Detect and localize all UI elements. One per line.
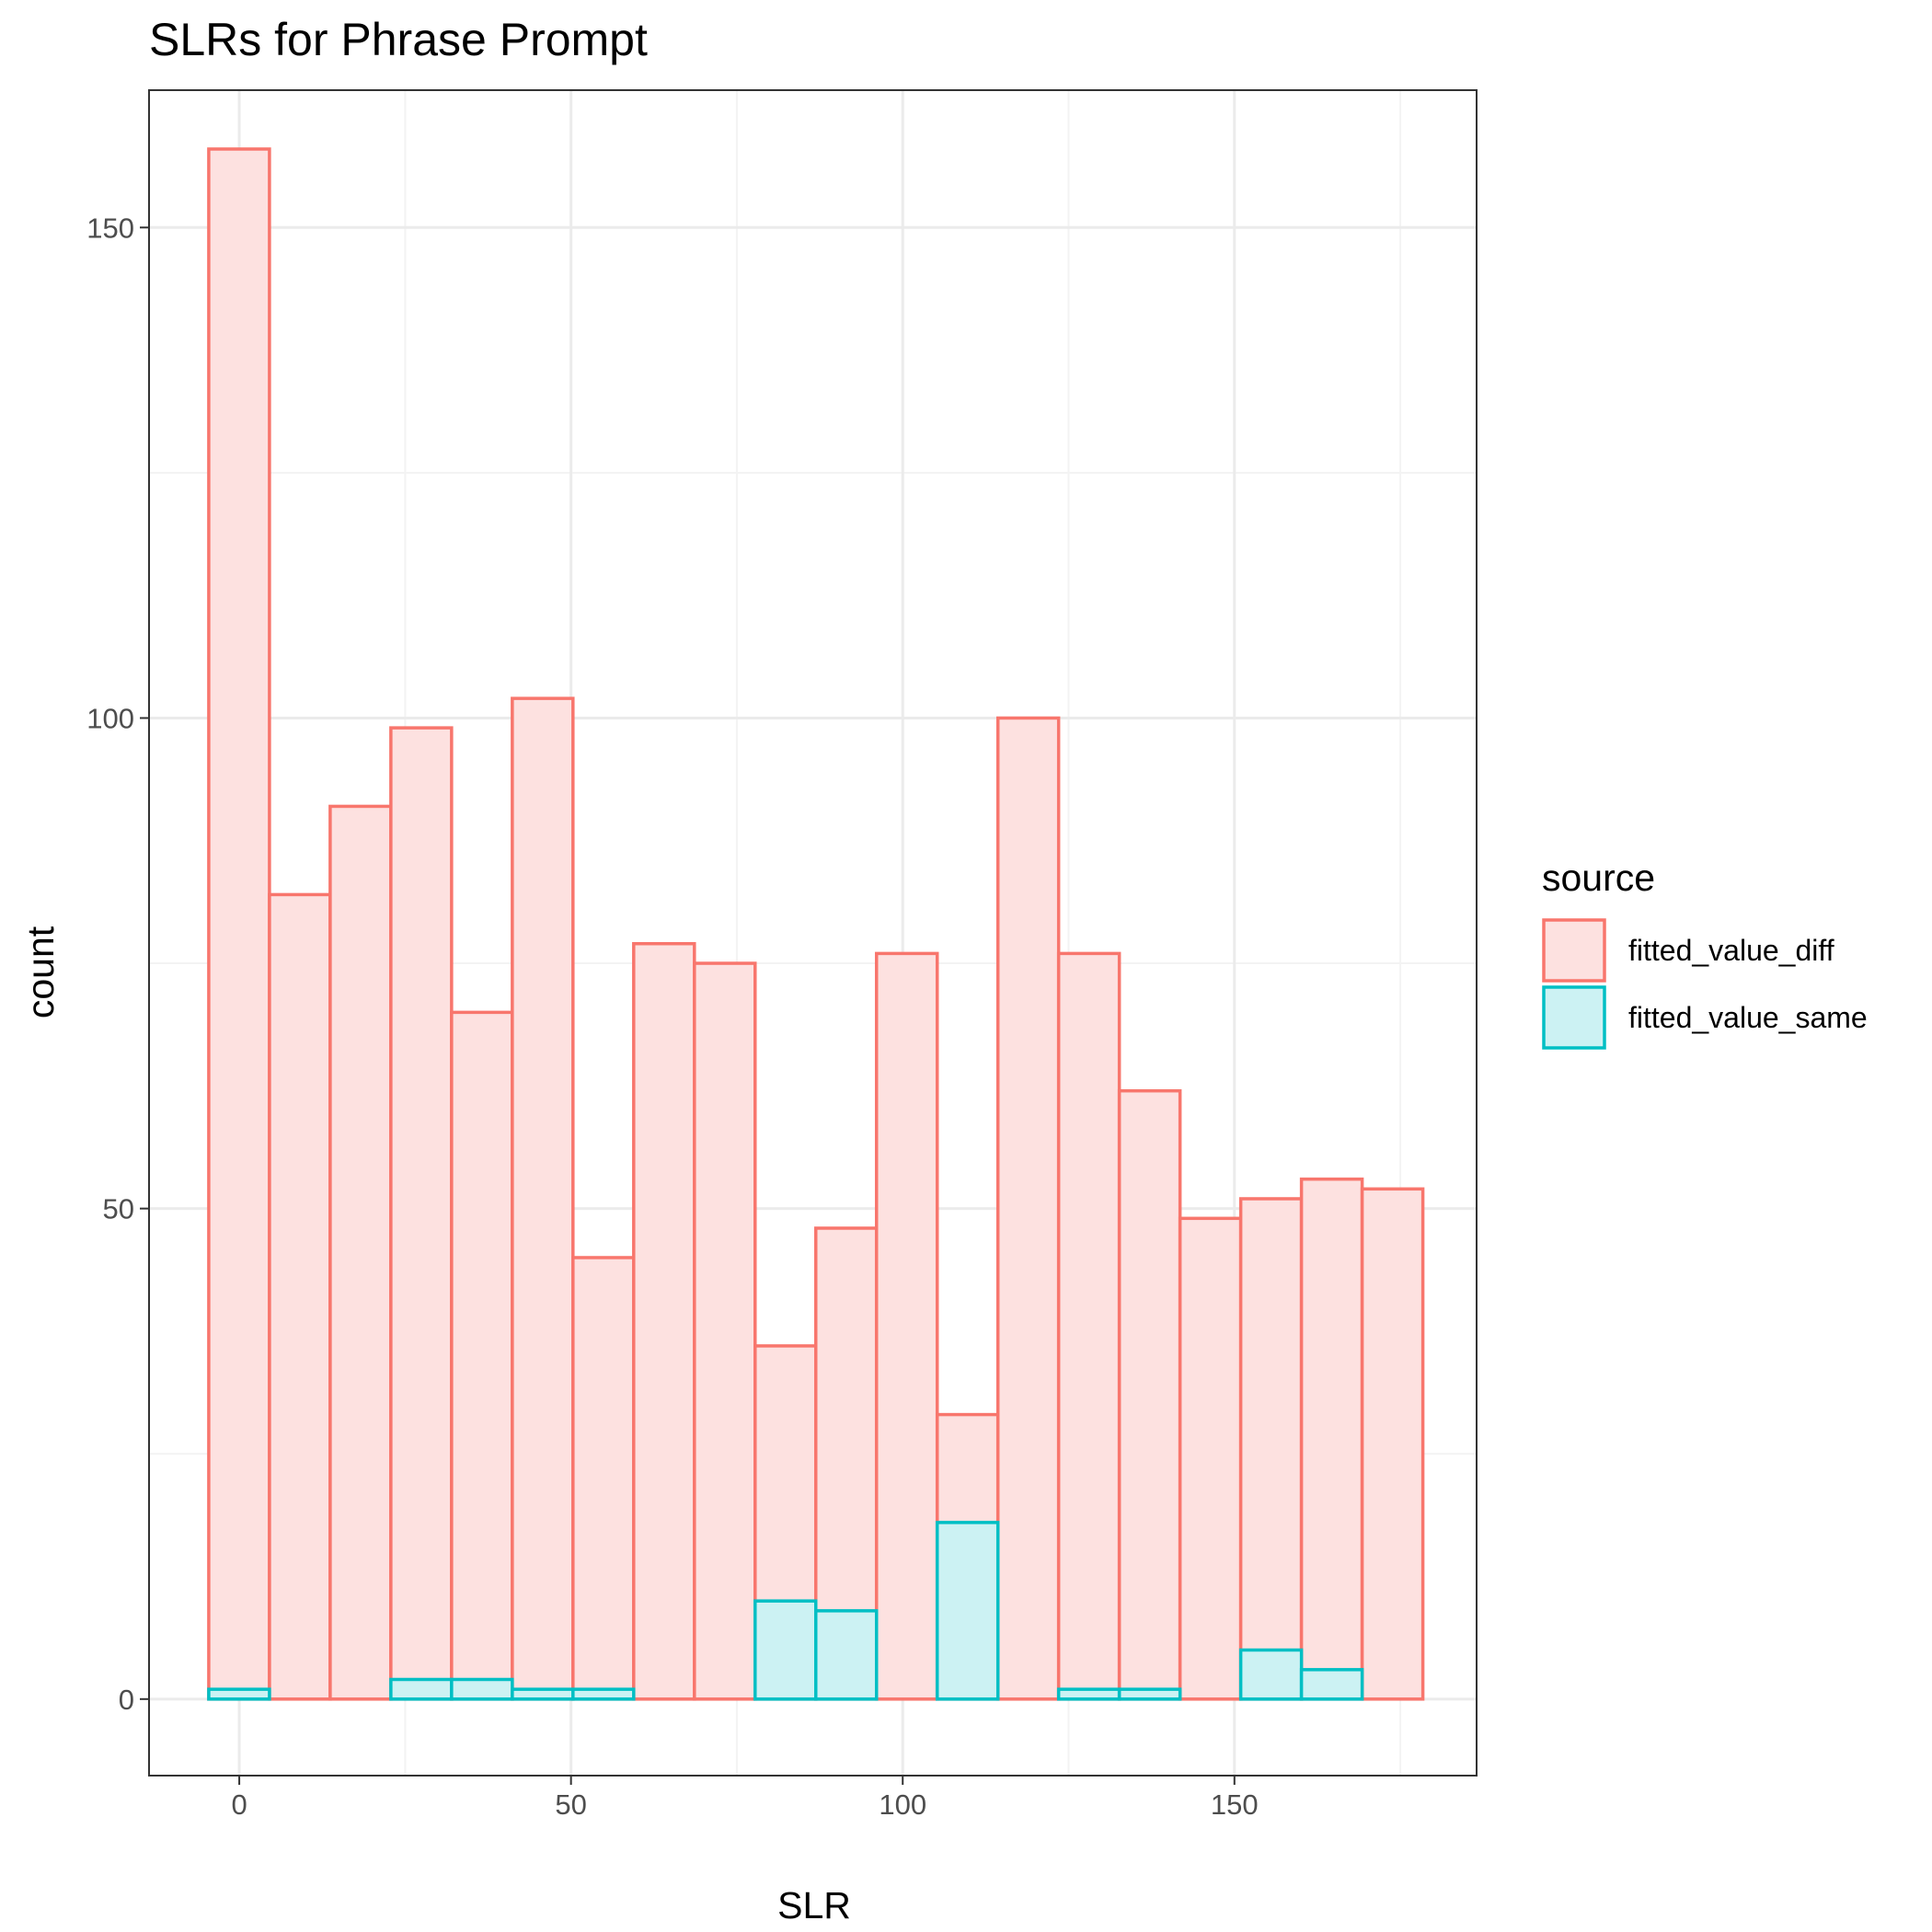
histogram-bar (389, 726, 454, 1701)
histogram-bar (207, 147, 271, 1701)
histogram-bar (632, 941, 696, 1701)
histogram-bar (328, 804, 393, 1701)
x-tick-label: 0 (231, 1788, 247, 1821)
legend-key (1542, 918, 1606, 983)
histogram-bar (1299, 1177, 1364, 1701)
histogram-bar (571, 1687, 636, 1701)
histogram-bar (511, 696, 575, 1701)
y-tick-label: 150 (86, 212, 134, 244)
histogram-bar (693, 961, 757, 1701)
histogram-bar (207, 1687, 271, 1701)
panel-border (148, 89, 1478, 1777)
histogram-bar (753, 1599, 818, 1701)
histogram-bar (1360, 1187, 1425, 1701)
legend-title: source (1542, 857, 1655, 899)
x-axis-title: SLR (777, 1884, 851, 1926)
series-fitted-value-same (207, 1521, 1364, 1701)
y-tick-label: 0 (119, 1684, 134, 1716)
histogram-bar (813, 1609, 879, 1701)
y-axis-title: count (19, 926, 62, 1018)
chart-title: SLRs for Phrase Prompt (149, 14, 648, 65)
x-tick-label: 150 (1211, 1788, 1259, 1821)
axis-layer: 0 50 100 150 0 50 100 150 (86, 212, 1258, 1821)
histogram-bar (571, 1256, 636, 1701)
histogram-bar (935, 1521, 1000, 1701)
x-tick-label: 50 (555, 1788, 586, 1821)
histogram-bar (511, 1687, 575, 1701)
histogram-bar (1056, 951, 1121, 1701)
histogram-bar (1117, 1088, 1182, 1701)
legend-label: fitted_value_diff (1628, 934, 1834, 967)
histogram-bar (268, 892, 332, 1701)
y-tick-label: 100 (86, 702, 134, 734)
legend-label: fitted_value_same (1628, 1001, 1868, 1034)
histogram-bar (995, 716, 1061, 1701)
x-tick-label: 100 (879, 1788, 926, 1821)
histogram-bar (450, 1677, 514, 1701)
legend-items: fitted_value_diff fitted_value_same (1542, 918, 1868, 1050)
histogram-bar (1238, 1648, 1304, 1701)
histogram-bar (450, 1010, 514, 1701)
histogram-bar (1178, 1216, 1243, 1701)
y-tick-label: 50 (103, 1193, 134, 1225)
histogram-bar (1238, 1197, 1304, 1701)
histogram-bar (874, 951, 939, 1701)
histogram-bar (389, 1677, 454, 1701)
histogram-bar (1056, 1687, 1121, 1701)
series-fitted-value-diff (207, 147, 1425, 1701)
legend: source fitted_value_diff fitted_value_sam… (1542, 857, 1868, 1050)
histogram-bar (1117, 1687, 1182, 1701)
histogram-bar (1299, 1668, 1364, 1701)
legend-key (1542, 985, 1606, 1050)
